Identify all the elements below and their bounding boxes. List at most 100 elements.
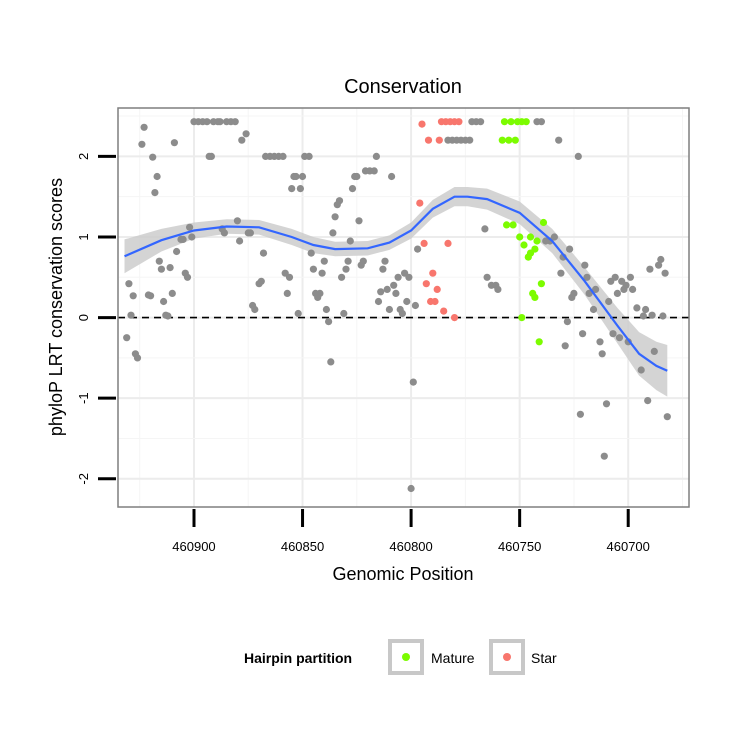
point-other	[550, 233, 559, 241]
point-other	[236, 237, 244, 245]
x-axis-label: Genomic Position	[332, 564, 473, 584]
point-mature	[511, 136, 519, 144]
point-other	[414, 245, 422, 253]
point-mature	[533, 237, 541, 245]
series-other	[123, 118, 671, 493]
legend-label-star: Star	[531, 650, 557, 666]
x-tick-label: 460900	[172, 539, 215, 554]
point-other	[555, 136, 563, 144]
point-mature	[509, 221, 517, 229]
point-other	[574, 152, 582, 160]
point-other	[639, 312, 648, 320]
point-other	[285, 273, 294, 281]
point-star	[422, 280, 430, 288]
point-other	[231, 118, 239, 126]
point-other	[394, 273, 402, 281]
point-other	[359, 257, 367, 265]
point-other	[238, 136, 246, 144]
point-other	[409, 378, 417, 386]
point-other	[648, 311, 656, 319]
point-other	[138, 140, 146, 148]
point-other	[650, 347, 658, 355]
point-star	[416, 199, 424, 207]
point-other	[307, 249, 315, 257]
point-other	[183, 273, 192, 281]
point-other	[663, 413, 671, 421]
point-other	[233, 217, 241, 225]
x-tick-label: 460800	[389, 539, 432, 554]
point-other	[140, 123, 148, 131]
point-other	[563, 318, 572, 326]
point-other	[123, 334, 131, 342]
point-other	[589, 305, 598, 314]
point-other	[385, 305, 393, 314]
point-other	[411, 301, 419, 310]
point-star	[418, 120, 426, 128]
point-mature	[498, 136, 506, 144]
legend-title: Hairpin partition	[244, 650, 352, 666]
legend-dot-mature	[402, 653, 410, 661]
point-other	[585, 289, 593, 297]
point-other	[355, 217, 363, 225]
point-other	[611, 273, 619, 281]
point-mature	[516, 233, 524, 241]
point-other	[379, 265, 387, 273]
point-other	[592, 285, 600, 293]
point-other	[166, 264, 174, 272]
point-other	[659, 312, 667, 320]
point-other	[305, 152, 313, 160]
point-mature	[503, 221, 511, 229]
point-other	[390, 281, 398, 289]
point-other	[309, 265, 317, 273]
point-other	[466, 136, 474, 144]
point-other	[372, 152, 380, 160]
point-mature	[522, 118, 530, 126]
point-other	[170, 139, 178, 147]
series-mature	[498, 118, 548, 346]
point-other	[381, 257, 389, 265]
smooth-line	[124, 195, 668, 372]
point-other	[613, 289, 622, 297]
point-other	[353, 172, 361, 181]
point-other	[179, 235, 187, 243]
point-other	[318, 269, 326, 277]
point-other	[220, 229, 228, 237]
legend-dot-star	[503, 653, 511, 661]
point-other	[259, 249, 268, 257]
point-other	[566, 245, 574, 253]
point-other	[403, 297, 411, 306]
point-other	[340, 309, 348, 318]
point-other	[294, 309, 302, 318]
point-other	[157, 265, 165, 273]
point-other	[642, 305, 650, 314]
y-tick-label: -1	[76, 392, 91, 404]
point-other	[598, 350, 606, 358]
point-mature	[505, 136, 513, 144]
point-other	[629, 285, 637, 293]
point-mature	[531, 293, 539, 301]
point-mature	[526, 233, 535, 241]
point-other	[346, 237, 354, 245]
point-other	[342, 265, 350, 273]
point-other	[405, 273, 413, 281]
y-tick-label: 2	[76, 153, 91, 160]
point-other	[661, 269, 669, 277]
point-star	[424, 136, 433, 144]
legend-label-mature: Mature	[431, 650, 475, 666]
point-other	[626, 273, 635, 281]
point-other	[283, 289, 291, 297]
point-other	[153, 172, 161, 181]
point-other	[596, 338, 604, 346]
point-other	[327, 358, 335, 366]
point-mature	[539, 218, 548, 227]
y-axis: -2 -1 0 1 2	[76, 153, 116, 485]
point-other	[251, 305, 259, 314]
point-other	[377, 288, 385, 296]
point-other	[583, 273, 591, 281]
point-other	[168, 289, 176, 297]
data-points	[123, 118, 671, 493]
point-other	[388, 172, 396, 181]
point-star	[450, 314, 459, 322]
point-other	[298, 172, 307, 181]
